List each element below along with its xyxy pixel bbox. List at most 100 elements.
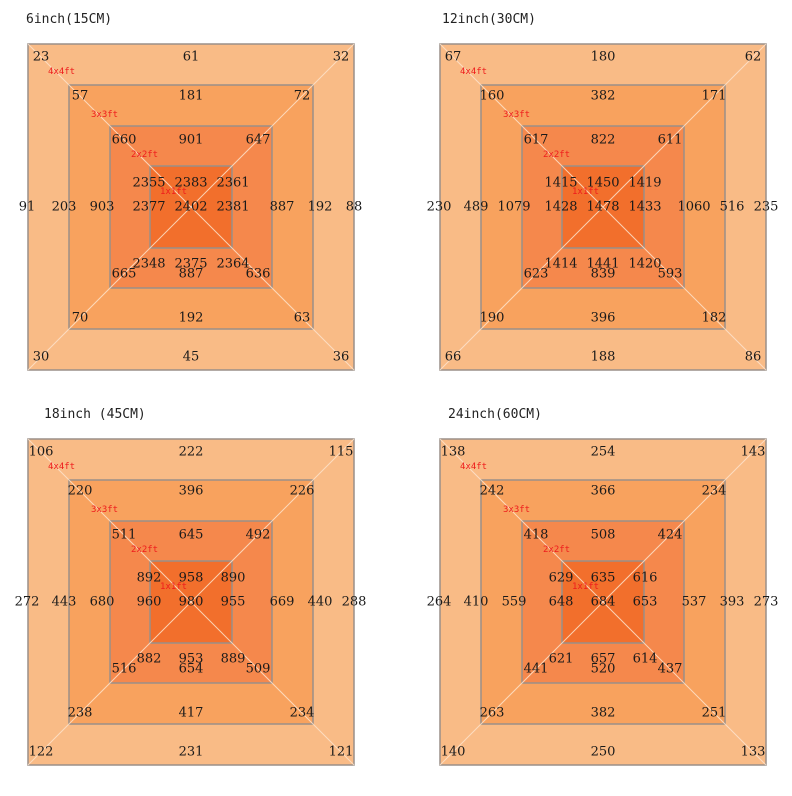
zone-3x3ft-label: 3x3ft bbox=[503, 110, 530, 120]
zone-1x1ft-reading-center: 2402 bbox=[174, 200, 207, 215]
zone-2x2ft-reading-right: 887 bbox=[270, 200, 295, 215]
zone-1x1ft-reading-top: 2383 bbox=[174, 176, 207, 191]
zone-2x2ft-reading-top: 822 bbox=[591, 133, 616, 148]
zone-1x1ft-label: 1x1ft bbox=[572, 187, 599, 197]
zone-4x4ft-reading-top-left: 138 bbox=[441, 445, 466, 460]
zone-4x4ft-reading-bottom-right: 36 bbox=[333, 350, 350, 365]
zone-4x4ft-reading-bottom-right: 133 bbox=[741, 745, 766, 760]
zone-3x3ft-reading-bottom-right: 234 bbox=[290, 706, 315, 721]
zone-2x2ft-reading-left: 680 bbox=[90, 595, 115, 610]
zone-2x2ft-reading-top-left: 418 bbox=[524, 528, 549, 543]
zone-4x4ft-reading-right: 235 bbox=[754, 200, 779, 215]
zone-3x3ft-reading-right: 516 bbox=[720, 200, 745, 215]
zone-3x3ft-reading-bottom: 382 bbox=[591, 706, 616, 721]
zone-2x2ft-reading-top-left: 511 bbox=[112, 528, 137, 543]
zone-1x1ft-reading-right: 653 bbox=[633, 595, 658, 610]
zone-3x3ft-reading-left: 443 bbox=[52, 595, 77, 610]
zone-3x3ft-reading-bottom: 396 bbox=[591, 311, 616, 326]
zone-2x2ft-reading-right: 669 bbox=[270, 595, 295, 610]
zone-4x4ft-label: 4x4ft bbox=[48, 462, 75, 472]
zone-3x3ft-reading-top-right: 171 bbox=[702, 89, 727, 104]
zone-2x2ft-reading-bottom-left: 665 bbox=[112, 267, 137, 282]
ppfd-grid: 4x4ft 3x3ft 2x2ft 1x1ft 138 254 143 264 273 140 25… bbox=[427, 438, 779, 766]
zone-2x2ft-reading-top-right: 424 bbox=[658, 528, 683, 543]
zone-4x4ft-reading-left: 230 bbox=[427, 200, 452, 215]
zone-2x2ft-reading-top-left: 660 bbox=[112, 133, 137, 148]
zone-4x4ft-reading-bottom: 250 bbox=[591, 745, 616, 760]
zone-1x1ft-reading-top-right: 1419 bbox=[628, 176, 661, 191]
zone-3x3ft-reading-top-left: 242 bbox=[480, 484, 505, 499]
zone-3x3ft-reading-left: 203 bbox=[52, 200, 77, 215]
zone-4x4ft-reading-top: 61 bbox=[183, 50, 200, 65]
zone-2x2ft-reading-top: 901 bbox=[179, 133, 204, 148]
zone-3x3ft-reading-right: 440 bbox=[308, 595, 333, 610]
zone-1x1ft-reading-left: 1428 bbox=[544, 200, 577, 215]
zone-3x3ft-reading-top-right: 72 bbox=[294, 89, 311, 104]
ppfd-panel-18inch: 18inch (45CM) 4x4ft 3x3ft 2x2ft 1x1ft 106 222… bbox=[0, 403, 390, 793]
zone-1x1ft-reading-top: 1450 bbox=[586, 176, 619, 191]
zone-4x4ft-reading-top: 222 bbox=[179, 445, 204, 460]
zone-3x3ft-reading-top-right: 234 bbox=[702, 484, 727, 499]
zone-4x4ft-reading-bottom-left: 122 bbox=[29, 745, 54, 760]
zone-3x3ft-label: 3x3ft bbox=[503, 505, 530, 515]
zone-3x3ft-reading-right: 192 bbox=[308, 200, 333, 215]
panel-title: 12inch(30CM) bbox=[442, 12, 536, 27]
zone-2x2ft-label: 2x2ft bbox=[543, 150, 570, 160]
zone-1x1ft-reading-right: 2381 bbox=[216, 200, 249, 215]
zone-1x1ft-reading-bottom-left: 1414 bbox=[544, 257, 577, 272]
zone-2x2ft-reading-left: 559 bbox=[502, 595, 527, 610]
zone-2x2ft-label: 2x2ft bbox=[131, 545, 158, 555]
zone-4x4ft-reading-top-right: 32 bbox=[333, 50, 350, 65]
zone-1x1ft-reading-bottom: 953 bbox=[179, 652, 204, 667]
zone-4x4ft-reading-left: 91 bbox=[19, 200, 36, 215]
zone-4x4ft-reading-left: 264 bbox=[427, 595, 452, 610]
zone-1x1ft-reading-top-left: 629 bbox=[549, 571, 574, 586]
zone-3x3ft-label: 3x3ft bbox=[91, 110, 118, 120]
ppfd-panel-24inch: 24inch(60CM) 4x4ft 3x3ft 2x2ft 1x1ft 138 254 1… bbox=[412, 403, 792, 793]
zone-2x2ft-reading-top-left: 617 bbox=[524, 133, 549, 148]
zone-1x1ft-reading-bottom-right: 614 bbox=[633, 652, 658, 667]
zone-2x2ft-reading-bottom-right: 636 bbox=[246, 267, 271, 282]
zone-4x4ft-reading-right: 288 bbox=[342, 595, 367, 610]
diagonal-line-b bbox=[439, 43, 767, 371]
zone-1x1ft-reading-right: 1433 bbox=[628, 200, 661, 215]
zone-3x3ft-reading-top-left: 220 bbox=[68, 484, 93, 499]
zone-4x4ft-reading-top-right: 143 bbox=[741, 445, 766, 460]
zone-3x3ft-reading-top: 181 bbox=[179, 89, 204, 104]
zone-1x1ft-reading-bottom-right: 889 bbox=[221, 652, 246, 667]
zone-2x2ft-reading-bottom-left: 441 bbox=[524, 662, 549, 677]
ppfd-grid: 4x4ft 3x3ft 2x2ft 1x1ft 106 222 115 272 288 122 23… bbox=[15, 438, 367, 766]
zone-3x3ft-label: 3x3ft bbox=[91, 505, 118, 515]
zone-2x2ft-reading-bottom-right: 437 bbox=[658, 662, 683, 677]
zone-4x4ft-label: 4x4ft bbox=[48, 67, 75, 77]
diagonal-line-b bbox=[439, 438, 767, 766]
zone-1x1ft-reading-left: 648 bbox=[549, 595, 574, 610]
ppfd-panel-12inch: 12inch(30CM) 4x4ft 3x3ft 2x2ft 1x1ft 67 180 62… bbox=[412, 8, 792, 398]
zone-1x1ft-reading-left: 960 bbox=[137, 595, 162, 610]
zone-2x2ft-reading-bottom: 654 bbox=[179, 662, 204, 677]
panel-title: 18inch (45CM) bbox=[44, 407, 146, 422]
zone-1x1ft-reading-bottom-left: 882 bbox=[137, 652, 162, 667]
zone-1x1ft-reading-top-right: 616 bbox=[633, 571, 658, 586]
zone-3x3ft-reading-top: 396 bbox=[179, 484, 204, 499]
zone-4x4ft-reading-bottom-right: 121 bbox=[329, 745, 354, 760]
zone-4x4ft-reading-bottom: 231 bbox=[179, 745, 204, 760]
zone-1x1ft-reading-top-right: 2361 bbox=[216, 176, 249, 191]
zone-3x3ft-reading-right: 393 bbox=[720, 595, 745, 610]
zone-2x2ft-reading-bottom: 520 bbox=[591, 662, 616, 677]
zone-4x4ft-reading-top: 254 bbox=[591, 445, 616, 460]
zone-4x4ft-reading-top-left: 23 bbox=[33, 50, 50, 65]
zone-1x1ft-label: 1x1ft bbox=[160, 582, 187, 592]
zone-4x4ft-reading-bottom-right: 86 bbox=[745, 350, 762, 365]
diagonal-line-b bbox=[27, 438, 355, 766]
zone-4x4ft-reading-right: 273 bbox=[754, 595, 779, 610]
zone-2x2ft-reading-top-right: 647 bbox=[246, 133, 271, 148]
zone-1x1ft-reading-bottom-right: 2364 bbox=[216, 257, 249, 272]
panel-title: 24inch(60CM) bbox=[448, 407, 542, 422]
zone-2x2ft-reading-top-right: 492 bbox=[246, 528, 271, 543]
ppfd-panel-6inch: 6inch(15CM) 4x4ft 3x3ft 2x2ft 1x1ft 23 61 32 91… bbox=[0, 8, 390, 398]
zone-3x3ft-reading-bottom-right: 182 bbox=[702, 311, 727, 326]
zone-3x3ft-reading-bottom: 417 bbox=[179, 706, 204, 721]
zone-1x1ft-reading-left: 2377 bbox=[132, 200, 165, 215]
